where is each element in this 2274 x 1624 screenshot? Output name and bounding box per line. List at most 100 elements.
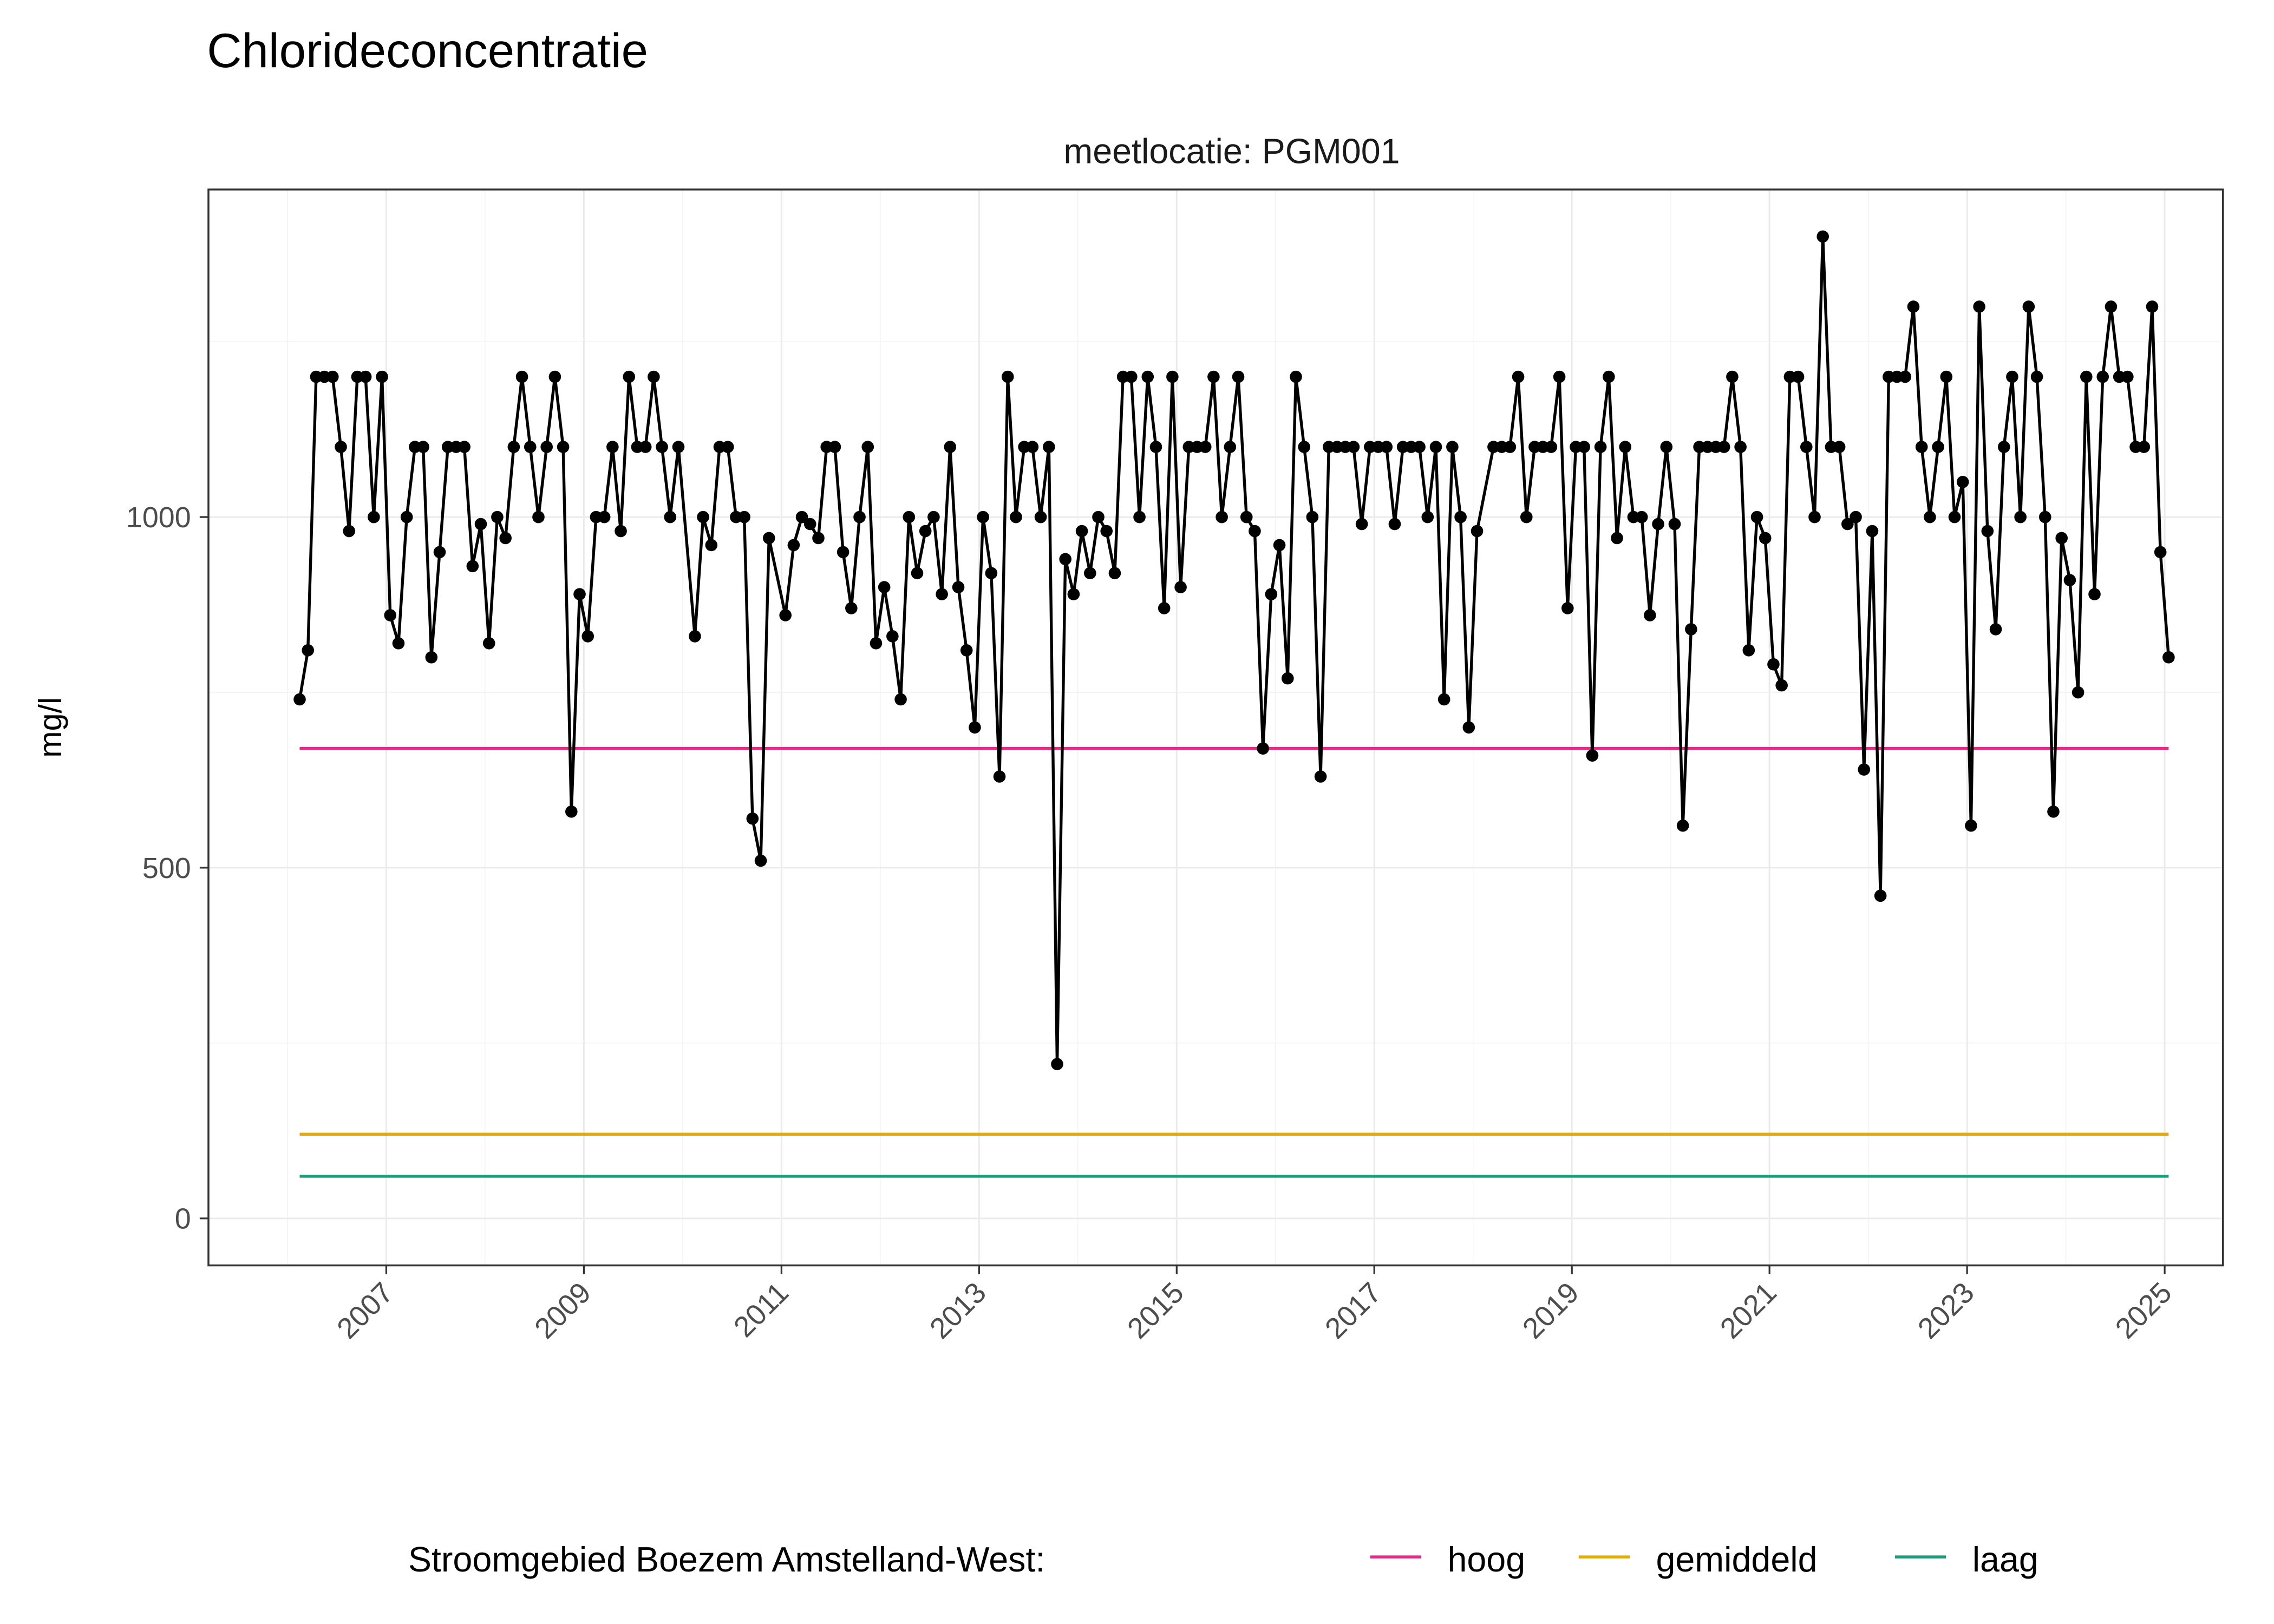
- data-point: [1858, 763, 1871, 776]
- data-point: [1874, 889, 1887, 902]
- y-tick-label: 500: [142, 852, 191, 885]
- data-point: [1265, 588, 1278, 600]
- data-point: [1306, 510, 1319, 523]
- data-point: [1989, 623, 2002, 636]
- data-point: [1948, 510, 1961, 523]
- data-point: [1010, 510, 1022, 523]
- data-point: [2030, 370, 2043, 383]
- data-point: [1125, 370, 1138, 383]
- data-point: [969, 721, 981, 734]
- data-point: [1619, 441, 1632, 453]
- data-point: [1520, 510, 1533, 523]
- data-point: [1545, 441, 1558, 453]
- data-point: [540, 441, 553, 453]
- data-point: [1668, 518, 1681, 531]
- data-point: [664, 510, 677, 523]
- chart-title: Chlorideconcentratie: [207, 24, 648, 77]
- data-point: [1907, 300, 1920, 313]
- data-point: [2154, 546, 2167, 559]
- data-point: [2047, 805, 2060, 818]
- data-point: [1026, 441, 1039, 453]
- data-point: [738, 510, 750, 523]
- data-point: [2072, 686, 2084, 699]
- data-point: [903, 510, 916, 523]
- data-point: [2162, 651, 2175, 664]
- data-point: [2080, 370, 2093, 383]
- data-point: [2055, 532, 2068, 545]
- data-point: [1067, 588, 1080, 600]
- data-point: [1462, 721, 1475, 734]
- data-point: [433, 546, 446, 559]
- data-point: [425, 651, 438, 664]
- data-point: [648, 370, 660, 383]
- data-point: [1635, 510, 1648, 523]
- data-point: [466, 560, 479, 573]
- data-point: [400, 510, 413, 523]
- data-point: [1380, 441, 1393, 453]
- data-point: [672, 441, 685, 453]
- data-point: [2138, 441, 2151, 453]
- data-point: [927, 510, 940, 523]
- data-point: [1273, 539, 1286, 552]
- data-point: [2063, 574, 2076, 587]
- data-point: [1413, 441, 1426, 453]
- data-point: [376, 370, 388, 383]
- data-point: [565, 805, 578, 818]
- data-point: [1051, 1058, 1063, 1070]
- data-point: [507, 441, 520, 453]
- y-axis-title: mg/l: [32, 697, 68, 758]
- data-point: [1281, 672, 1294, 685]
- data-point: [1092, 510, 1105, 523]
- data-point: [1850, 510, 1862, 523]
- data-point: [1676, 819, 1689, 832]
- data-point: [1232, 370, 1245, 383]
- data-point: [606, 441, 619, 453]
- data-point: [960, 644, 973, 657]
- data-point: [524, 441, 537, 453]
- data-point: [1833, 441, 1846, 453]
- data-point: [787, 539, 800, 552]
- data-point: [532, 510, 545, 523]
- data-point: [705, 539, 718, 552]
- data-point: [911, 567, 924, 580]
- data-point: [368, 510, 380, 523]
- data-point: [812, 532, 825, 545]
- data-point: [384, 609, 397, 621]
- data-point: [2105, 300, 2118, 313]
- data-point: [828, 441, 841, 453]
- data-point: [837, 546, 850, 559]
- data-point: [2038, 510, 2051, 523]
- data-point: [1108, 567, 1121, 580]
- data-point: [2096, 370, 2109, 383]
- legend-label-gemiddeld: gemiddeld: [1656, 1540, 1817, 1579]
- data-point: [2121, 370, 2134, 383]
- data-point: [861, 441, 874, 453]
- data-point: [1932, 441, 1944, 453]
- data-point: [1792, 370, 1805, 383]
- data-point: [2088, 588, 2101, 600]
- data-point: [417, 441, 429, 453]
- data-point: [1997, 441, 2010, 453]
- data-point: [762, 532, 775, 545]
- data-point: [656, 441, 668, 453]
- data-point: [1166, 370, 1179, 383]
- data-point: [1314, 770, 1327, 783]
- data-point: [1940, 370, 1953, 383]
- data-point: [1981, 525, 1994, 538]
- data-point: [623, 370, 636, 383]
- legend-label-hoog: hoog: [1447, 1540, 1525, 1579]
- data-point: [1421, 510, 1434, 523]
- data-point: [1816, 230, 1829, 243]
- data-point: [1224, 441, 1237, 453]
- data-point: [697, 510, 709, 523]
- data-point: [1059, 553, 1072, 566]
- data-point: [870, 637, 883, 650]
- data-point: [1594, 441, 1607, 453]
- data-point: [2014, 510, 2027, 523]
- data-point: [1141, 370, 1154, 383]
- data-point: [746, 812, 759, 825]
- data-point: [499, 532, 512, 545]
- reference-lines: [299, 746, 2169, 1178]
- data-point: [2022, 300, 2035, 313]
